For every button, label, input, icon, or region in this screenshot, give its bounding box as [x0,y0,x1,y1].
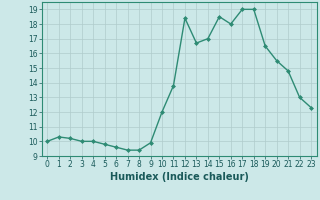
X-axis label: Humidex (Indice chaleur): Humidex (Indice chaleur) [110,172,249,182]
